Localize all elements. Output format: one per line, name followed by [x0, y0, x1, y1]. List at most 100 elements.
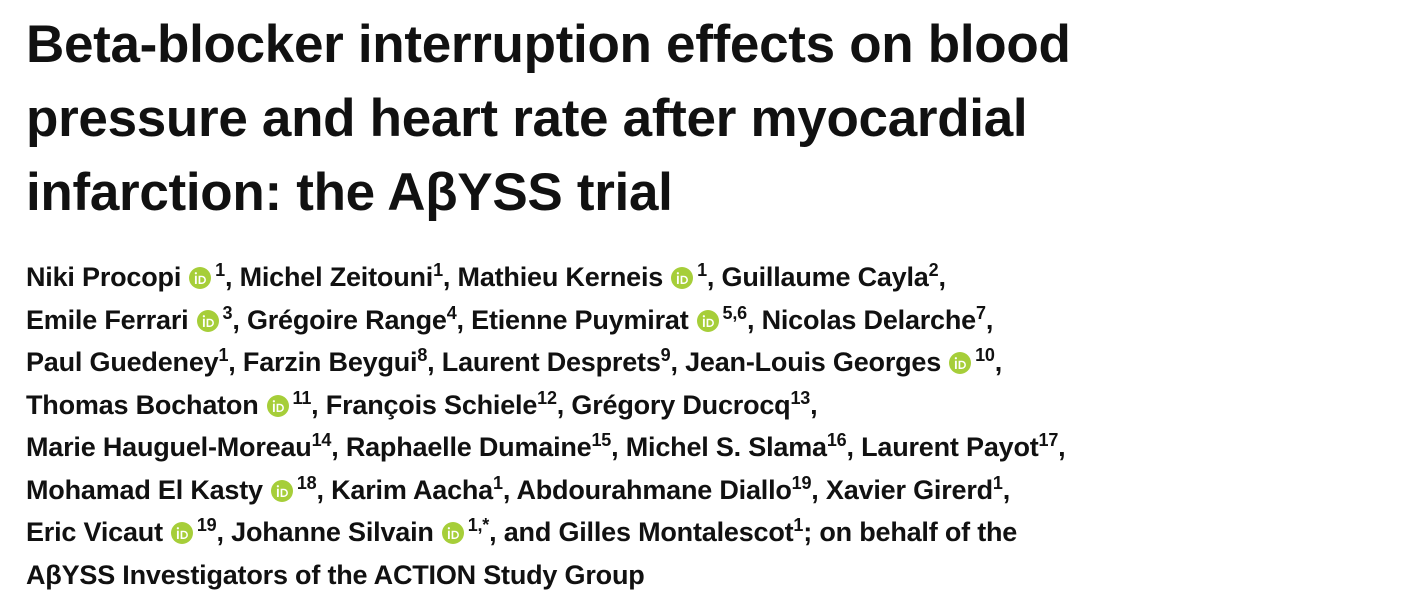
title-line: pressure and heart rate after myocardial [26, 89, 1028, 148]
author-name: Abdourahmane Diallo [516, 474, 792, 505]
author-name: Etienne Puymirat [471, 304, 689, 335]
author-name: Gilles Montalescot [558, 517, 794, 547]
affiliation: 1 [433, 260, 443, 280]
separator: , [994, 347, 1003, 377]
orcid-icon[interactable] [671, 267, 694, 289]
affiliation: 1 [218, 345, 229, 365]
author-name: Grégory Ducrocq [571, 389, 791, 420]
separator: , [985, 304, 994, 335]
title-line: Beta-blocker interruption effects on blo… [26, 15, 1071, 74]
separator: , [331, 432, 339, 462]
group-text: AβYSS Investigators of the ACTION Study … [26, 559, 645, 590]
separator: , [224, 262, 233, 292]
author-line: Emile Ferrari 3, Grégoire Range4, Etienne… [26, 299, 1065, 342]
affiliation: 9 [660, 345, 671, 365]
separator: , [456, 304, 465, 335]
affiliation: 18 [296, 472, 317, 493]
author-name: Grégoire Range [246, 304, 447, 335]
affiliation: 14 [311, 430, 332, 450]
orcid-icon[interactable] [441, 522, 464, 544]
separator: , [811, 474, 819, 505]
title-line: infarction: the AβYSS trial [26, 163, 673, 222]
separator: , [706, 262, 715, 292]
affiliation: 2 [928, 260, 939, 280]
author-line: Thomas Bochaton 11, François Schiele12, G… [26, 384, 1065, 427]
separator: , [670, 347, 678, 377]
author-name: François Schiele [325, 389, 538, 420]
separator: , [228, 347, 236, 377]
author-name: Michel Zeitouni [239, 262, 434, 292]
author-name: Laurent Payot [861, 432, 1039, 462]
author-name: Mathieu Kerneis [457, 262, 664, 292]
affiliation: 1,* [467, 515, 490, 535]
author-list: Niki Procopi 1, Michel Zeitouni1, Mathieu… [26, 256, 1066, 596]
affiliation: 5,6 [722, 302, 748, 323]
author-line: Marie Hauguel-Moreau14, Raphaelle Dumain… [26, 426, 1066, 469]
affiliation: 1 [992, 472, 1003, 493]
affiliation: 1 [793, 515, 804, 535]
author-line: Paul Guedeney1, Farzin Beygui8, Laurent … [26, 341, 1065, 384]
affiliation: 11 [292, 387, 312, 408]
orcid-icon[interactable] [266, 394, 289, 417]
author-name: Michel S. Slama [625, 432, 827, 462]
separator: , [232, 304, 240, 335]
author-name: Marie Hauguel-Moreau [26, 432, 312, 462]
affiliation: 12 [537, 387, 557, 408]
affiliation: 19 [196, 515, 217, 535]
author-name: Johanne Silvain [231, 517, 434, 547]
title: Beta-blocker interruption effects on blo… [26, 8, 1071, 230]
separator: , [502, 474, 511, 505]
author-name: Jean-Louis Georges [685, 347, 942, 377]
affiliation: 1 [215, 260, 225, 280]
author-line: Niki Procopi 1, Michel Zeitouni1, Mathieu… [26, 256, 1065, 299]
author-name: Guillaume Cayla [721, 262, 929, 292]
orcid-icon[interactable] [189, 267, 212, 289]
affiliation: 17 [1038, 430, 1059, 450]
separator: , [611, 432, 619, 462]
separator: , [442, 262, 451, 292]
author-name: Karim Aacha [331, 474, 493, 505]
separator: , [316, 474, 325, 505]
separator: , [216, 517, 225, 547]
group-text: ; on behalf of the [803, 517, 1018, 547]
orcid-icon[interactable] [196, 309, 219, 332]
conjunction: and [503, 517, 552, 547]
author-name: Farzin Beygui [242, 347, 418, 377]
affiliation: 15 [591, 430, 612, 450]
author-name: Nicolas Delarche [761, 304, 977, 335]
affiliation: 10 [975, 345, 995, 365]
author-name: Raphaelle Dumaine [345, 432, 592, 462]
separator: , [938, 262, 946, 292]
separator: , [846, 432, 854, 462]
author-name: Laurent Desprets [441, 347, 661, 377]
orcid-icon[interactable] [170, 522, 193, 544]
orcid-icon[interactable] [696, 309, 719, 332]
affiliation: 19 [791, 472, 812, 493]
separator: , [746, 304, 755, 335]
affiliation: 4 [446, 302, 457, 323]
separator: , [1002, 474, 1011, 505]
separator: , [489, 517, 497, 547]
affiliation: 1 [697, 260, 707, 280]
affiliation: 3 [222, 302, 233, 323]
separator: , [311, 389, 319, 420]
author-line: Mohamad El Kasty 18, Karim Aacha1, Abdour… [26, 469, 1065, 512]
separator: , [1058, 432, 1066, 462]
author-name: Eric Vicaut [26, 517, 163, 547]
affiliation: 8 [417, 345, 428, 365]
author-name: Xavier Girerd [825, 474, 993, 505]
separator: , [810, 389, 818, 420]
author-name: Mohamad El Kasty [26, 474, 263, 505]
author-name: Emile Ferrari [26, 304, 189, 335]
orcid-icon[interactable] [949, 352, 972, 374]
affiliation: 1 [493, 472, 503, 493]
author-name: Thomas Bochaton [26, 389, 259, 420]
author-name: Niki Procopi [26, 262, 182, 292]
author-line: Eric Vicaut 19, Johanne Silvain 1,*, and G… [26, 511, 1065, 554]
affiliation: 7 [976, 302, 986, 323]
author-name: Paul Guedeney [26, 347, 219, 377]
separator: , [427, 347, 435, 377]
affiliation: 16 [826, 430, 847, 450]
orcid-icon[interactable] [270, 479, 293, 502]
